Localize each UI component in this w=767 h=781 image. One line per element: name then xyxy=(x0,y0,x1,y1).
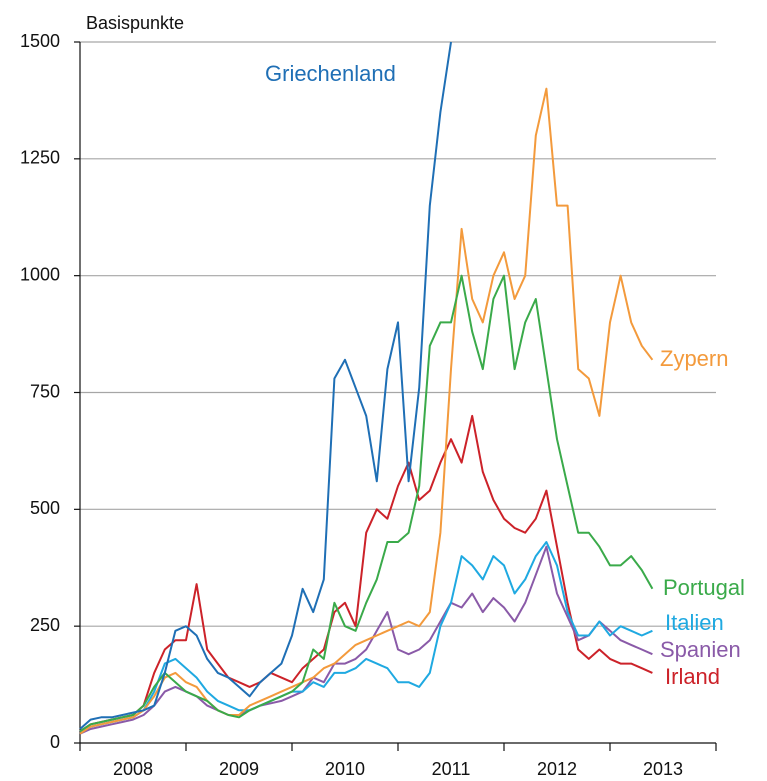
series-line xyxy=(79,41,452,730)
series-label: Portugal xyxy=(663,575,745,600)
x-tick-label: 2012 xyxy=(537,759,577,779)
series-line xyxy=(79,274,654,733)
series-label: Spanien xyxy=(660,637,741,662)
series-label: Italien xyxy=(665,610,724,635)
x-tick-label: 2009 xyxy=(219,759,259,779)
x-tick-label: 2011 xyxy=(432,759,471,779)
y-tick-label: 750 xyxy=(30,381,60,401)
series-label: Griechenland xyxy=(265,61,396,86)
series-line xyxy=(79,414,653,733)
series-label: Zypern xyxy=(660,346,728,371)
y-axis-label: Basispunkte xyxy=(86,13,184,33)
x-tick-label: 2008 xyxy=(113,759,153,779)
y-tick-label: 500 xyxy=(30,498,60,518)
y-tick-label: 1000 xyxy=(20,264,60,284)
y-tick-label: 0 xyxy=(50,732,60,752)
series-line xyxy=(79,545,653,735)
y-tick-label: 1250 xyxy=(20,148,60,168)
y-tick-label: 1500 xyxy=(20,31,60,51)
series-line xyxy=(79,541,653,733)
y-tick-label: 250 xyxy=(30,615,60,635)
series-line xyxy=(79,87,654,735)
x-tick-label: 2013 xyxy=(643,759,683,779)
series-label: Irland xyxy=(665,664,720,689)
x-tick-label: 2010 xyxy=(325,759,365,779)
